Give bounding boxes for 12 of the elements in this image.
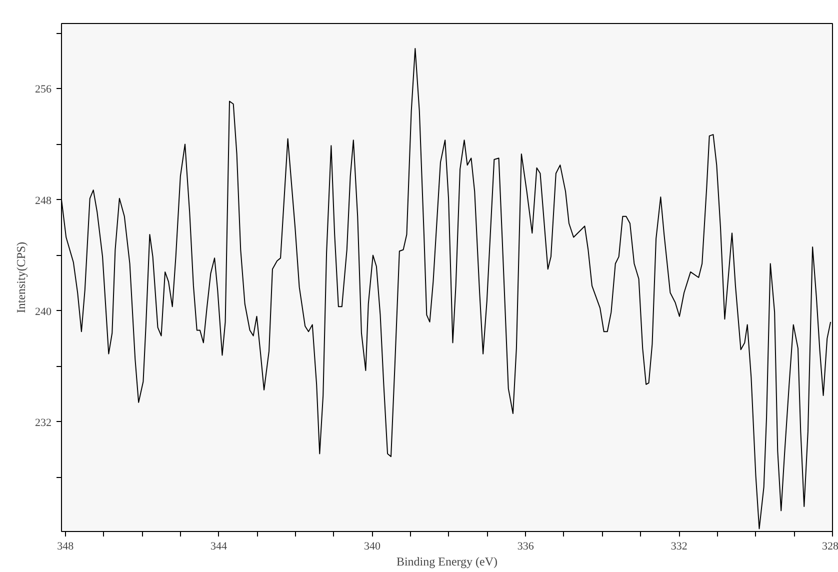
x-tick-label: 348 [57, 540, 74, 552]
x-tick-label: 336 [517, 540, 534, 552]
x-tick-label: 332 [670, 540, 688, 552]
x-axis-title: Binding Energy (eV) [396, 554, 498, 568]
y-tick-label: 232 [35, 416, 52, 429]
y-tick-label: 240 [35, 306, 52, 318]
x-tick-label: 344 [210, 540, 228, 552]
x-tick-label: 328 [822, 540, 838, 552]
x-tick-label: 340 [364, 540, 381, 552]
y-tick-label: 256 [35, 84, 52, 96]
y-axis-title: Intensity(CPS) [14, 242, 28, 314]
y-tick-label: 248 [35, 194, 52, 207]
